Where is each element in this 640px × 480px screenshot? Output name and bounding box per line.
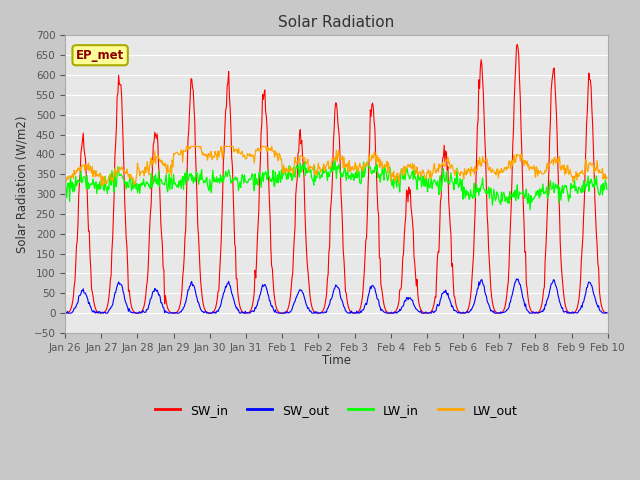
Line: LW_out: LW_out <box>65 146 607 186</box>
LW_out <box>212 152 220 157</box>
LW_in <box>419 180 426 185</box>
Line: SW_in: SW_in <box>65 44 607 313</box>
LW_in <box>331 155 339 161</box>
SW_out <box>127 310 134 315</box>
LW_in <box>603 186 611 192</box>
LW_in <box>61 186 69 192</box>
SW_in <box>182 227 189 232</box>
LW_out <box>61 176 69 182</box>
SW_in <box>513 41 521 47</box>
LW_out <box>419 167 427 173</box>
X-axis label: Time: Time <box>322 354 351 367</box>
SW_out <box>513 276 520 282</box>
SW_out <box>418 310 426 316</box>
LW_in <box>71 186 79 192</box>
SW_in <box>603 310 611 316</box>
LW_out <box>403 164 411 169</box>
Line: LW_in: LW_in <box>65 158 607 210</box>
Text: EP_met: EP_met <box>76 49 124 62</box>
LW_in <box>403 168 410 174</box>
SW_out <box>402 298 410 304</box>
SW_in <box>418 308 426 314</box>
SW_out <box>61 310 69 316</box>
LW_in <box>526 207 534 213</box>
SW_in <box>61 310 69 316</box>
Title: Solar Radiation: Solar Radiation <box>278 15 394 30</box>
LW_out <box>71 171 79 177</box>
SW_in <box>127 300 134 305</box>
SW_in <box>71 278 79 284</box>
SW_in <box>211 308 218 313</box>
SW_out <box>211 310 218 316</box>
SW_in <box>402 214 410 220</box>
Legend: SW_in, SW_out, LW_in, LW_out: SW_in, SW_out, LW_in, LW_out <box>150 399 522 422</box>
SW_out <box>71 305 79 311</box>
SW_out <box>182 300 189 305</box>
Y-axis label: Solar Radiation (W/m2): Solar Radiation (W/m2) <box>15 115 28 253</box>
SW_out <box>603 310 611 315</box>
LW_out <box>182 144 190 149</box>
LW_out <box>127 175 135 180</box>
LW_in <box>127 176 134 181</box>
LW_in <box>211 175 218 180</box>
LW_out <box>184 144 191 149</box>
LW_out <box>97 183 105 189</box>
LW_in <box>182 181 189 187</box>
LW_out <box>603 175 611 180</box>
Line: SW_out: SW_out <box>65 279 607 313</box>
